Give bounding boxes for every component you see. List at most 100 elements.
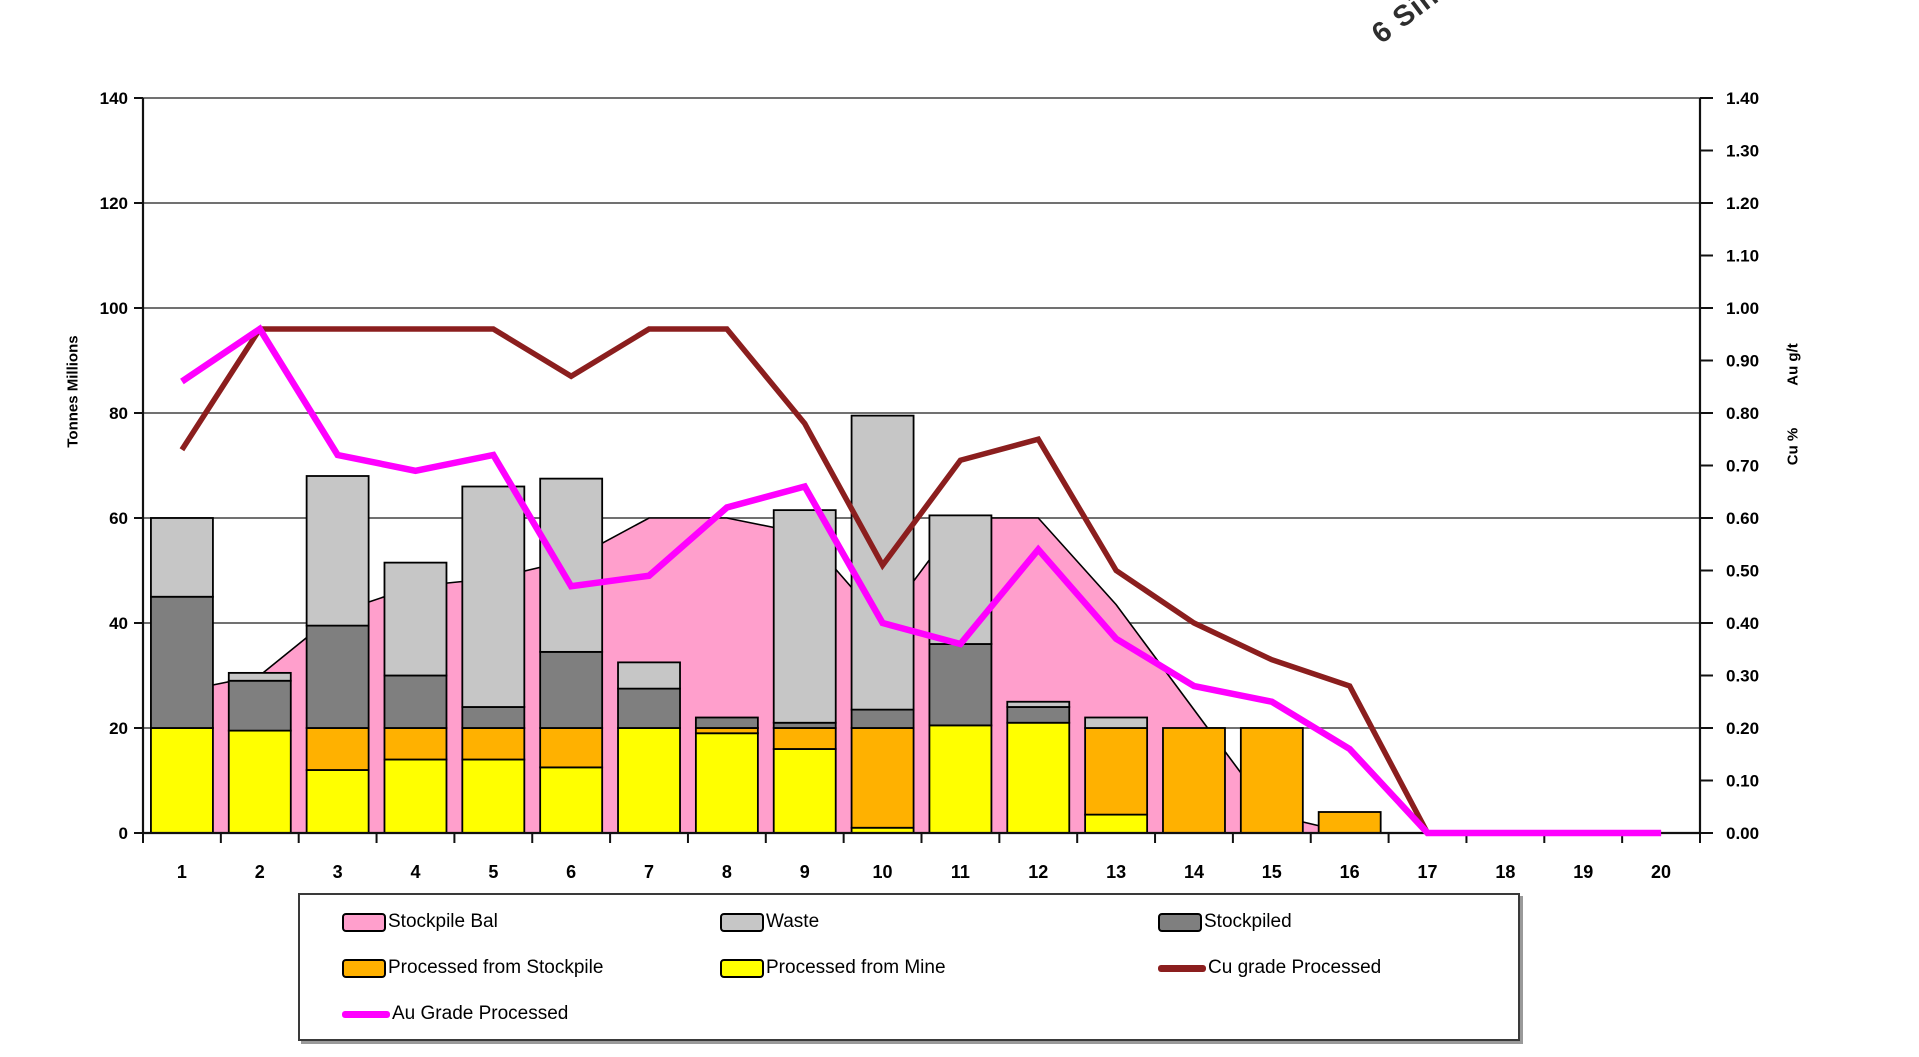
legend-item: Au Grade Processed xyxy=(342,1003,720,1025)
legend-label: Stockpile Bal xyxy=(388,911,498,932)
x-tick-label: 13 xyxy=(1106,862,1126,882)
right-tick-label: 0.40 xyxy=(1726,614,1759,633)
x-tick-label: 6 xyxy=(566,862,576,882)
x-tick-label: 10 xyxy=(873,862,893,882)
bar-segment xyxy=(928,643,993,727)
right-tick-label: 0.20 xyxy=(1726,719,1759,738)
left-tick-label: 140 xyxy=(100,89,128,108)
legend-label: Processed from Stockpile xyxy=(388,957,604,978)
legend-swatch-icon xyxy=(342,958,386,978)
x-tick-label: 11 xyxy=(951,862,970,882)
right-tick-label: 0.60 xyxy=(1726,509,1759,528)
line-cu-grade xyxy=(179,326,1662,836)
bar-segment xyxy=(850,708,915,729)
bar-segment xyxy=(539,650,604,729)
left-tick-label: 60 xyxy=(109,509,128,528)
x-tick-label: 8 xyxy=(722,862,732,882)
left-tick-label: 120 xyxy=(100,194,128,213)
stacked-bars xyxy=(150,414,1382,834)
legend-label: Waste xyxy=(766,911,820,932)
x-tick-label: 7 xyxy=(644,862,654,882)
bar-segment xyxy=(1006,700,1071,708)
bar-segment xyxy=(539,766,604,834)
bar-segment xyxy=(772,509,837,724)
x-tick-label: 4 xyxy=(410,862,420,882)
right-tick-label: 1.10 xyxy=(1726,247,1759,266)
bar-segment xyxy=(928,514,993,645)
bar-segment xyxy=(1084,813,1149,834)
right-tick-label: 0.80 xyxy=(1726,404,1759,423)
left-tick-label: 80 xyxy=(109,404,128,423)
right-tick-label: 0.30 xyxy=(1726,667,1759,686)
bar-segment xyxy=(772,727,837,750)
x-tick-label: 19 xyxy=(1573,862,1593,882)
legend-label: Processed from Mine xyxy=(766,957,946,978)
x-tick-label: 14 xyxy=(1184,862,1204,882)
legend-label: Stockpiled xyxy=(1204,911,1292,932)
legend-item: Stockpile Bal xyxy=(342,911,720,933)
right-axis-title-cu: Cu % xyxy=(1784,427,1802,466)
bar-segment xyxy=(305,624,370,729)
bar-segment xyxy=(1239,727,1304,834)
bar-segment xyxy=(1006,721,1071,834)
line-au-grade xyxy=(180,324,1662,837)
right-tick-label: 0.50 xyxy=(1726,562,1759,581)
legend-swatch-icon xyxy=(720,958,764,978)
bar-segment xyxy=(305,727,370,771)
right-tick-label: 1.20 xyxy=(1726,194,1759,213)
right-tick-label: 1.30 xyxy=(1726,142,1759,161)
left-tick-label: 20 xyxy=(109,719,128,738)
x-tick-label: 17 xyxy=(1418,862,1438,882)
legend-item: Cu grade Processed xyxy=(1158,957,1518,979)
bar-segment xyxy=(1084,727,1149,816)
x-tick-label: 1 xyxy=(177,862,187,882)
bar-segment xyxy=(150,727,214,834)
bar-segment xyxy=(617,661,681,690)
left-tick-label: 40 xyxy=(109,614,128,633)
x-tick-label: 5 xyxy=(488,862,498,882)
legend-swatch-icon xyxy=(1158,964,1206,972)
bar-segment xyxy=(383,674,448,729)
bar-segment xyxy=(617,727,681,834)
left-tick-label: 0 xyxy=(119,824,128,843)
bar-segment xyxy=(617,687,681,729)
right-tick-label: 0.90 xyxy=(1726,352,1759,371)
bar-segment xyxy=(461,727,526,761)
legend-item: Processed from Mine xyxy=(720,957,1158,979)
x-tick-label: 20 xyxy=(1651,862,1671,882)
left-axis-title: Tonnes Millions xyxy=(64,335,82,448)
left-tick-label: 100 xyxy=(100,299,128,318)
bar-segment xyxy=(1006,706,1071,724)
legend-item: Waste xyxy=(720,911,1158,933)
bar-segment xyxy=(539,727,604,769)
bar-segment xyxy=(461,485,526,708)
bar-segment xyxy=(150,595,214,729)
legend-swatch-icon xyxy=(720,912,764,932)
bar-segment xyxy=(694,732,759,834)
axes: 0204060801001201400.000.100.200.300.400.… xyxy=(100,89,1759,882)
legend-label: Au Grade Processed xyxy=(392,1003,569,1024)
x-tick-label: 15 xyxy=(1262,862,1282,882)
bar-segment xyxy=(461,706,526,729)
bar-segment xyxy=(227,679,292,732)
legend-item: Stockpiled xyxy=(1158,911,1518,933)
chart-legend: Stockpile Bal Waste Stockpiled Processed fr… xyxy=(298,893,1520,1041)
bar-segment xyxy=(227,671,292,682)
right-tick-label: 1.40 xyxy=(1726,89,1759,108)
bar-segment xyxy=(305,475,370,627)
x-tick-label: 18 xyxy=(1495,862,1515,882)
right-tick-label: 0.00 xyxy=(1726,824,1759,843)
right-tick-label: 0.70 xyxy=(1726,457,1759,476)
x-tick-label: 12 xyxy=(1028,862,1048,882)
bar-segment xyxy=(694,716,759,729)
bar-segment xyxy=(150,517,214,598)
bar-segment xyxy=(227,729,292,834)
right-tick-label: 0.10 xyxy=(1726,772,1759,791)
legend-label: Cu grade Processed xyxy=(1208,957,1382,978)
bar-segment xyxy=(383,727,448,761)
bar-segment xyxy=(383,561,448,677)
bar-segment xyxy=(461,758,526,834)
x-tick-label: 16 xyxy=(1340,862,1360,882)
